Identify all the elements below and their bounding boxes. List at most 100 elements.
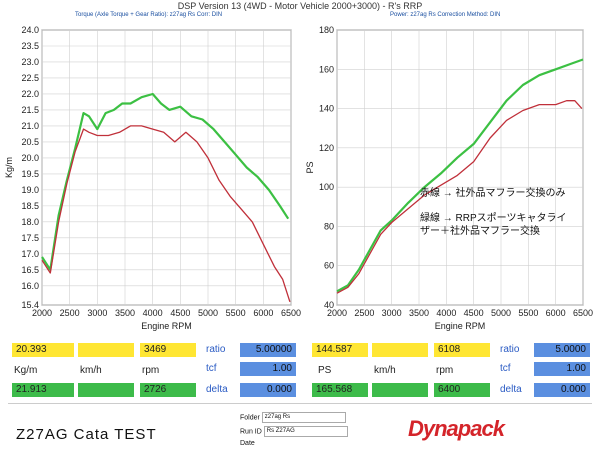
- legend-note-green-1: 緑線 → RRPスポーツキャタライ: [420, 213, 567, 224]
- x-tick-label-0-3: 3500: [115, 308, 135, 318]
- page-title: DSP Version 13 (4WD - Motor Vehicle 2000…: [177, 1, 423, 11]
- y-tick-label-0-7: 19.0: [21, 185, 39, 195]
- tcf-label-left: tcf: [206, 363, 217, 374]
- legend-note-red: 赤線 → 社外品マフラー交換のみ: [420, 188, 566, 199]
- x-tick-label-0-6: 5000: [198, 308, 218, 318]
- x-tick-label-1-3: 3500: [409, 308, 429, 318]
- speed-unit-left: km/h: [80, 365, 102, 376]
- folder-row: Folder z27ag Rs: [240, 412, 346, 423]
- speed-readout-3: [372, 343, 428, 357]
- test-name: Z27AG Cata TEST: [16, 426, 157, 443]
- x-tick-label-0-8: 6000: [253, 308, 273, 318]
- y-tick-label-0-16: 23.5: [21, 41, 39, 51]
- x-tick-label-1-4: 4000: [436, 308, 456, 318]
- y-tick-label-0-9: 20.0: [21, 153, 39, 163]
- y-tick-label-0-17: 24.0: [21, 25, 39, 35]
- x-tick-label-0-5: 4500: [170, 308, 190, 318]
- run-id-label: Run ID: [240, 428, 262, 436]
- power-readout-2: 165.568: [312, 383, 368, 397]
- y-tick-label-0-15: 23.0: [21, 57, 39, 67]
- y-tick-label-1-6: 160: [319, 64, 334, 74]
- torque-readout-1: 20.393: [12, 343, 74, 357]
- y-tick-label-0-8: 19.5: [21, 169, 39, 179]
- plot-area-0: [41, 29, 292, 306]
- x-tick-label-0-0: 2000: [32, 308, 52, 318]
- ratio-value-right: 5.0000: [534, 343, 590, 357]
- x-tick-label-1-7: 5500: [518, 308, 538, 318]
- y-tick-label-1-2: 80: [324, 221, 334, 231]
- delta-label-right: delta: [500, 384, 522, 395]
- date-label: Date: [240, 440, 255, 447]
- y-tick-label-0-13: 22.0: [21, 89, 39, 99]
- y-tick-label-0-6: 18.5: [21, 201, 39, 211]
- tcf-value-left: 1.00: [240, 362, 296, 376]
- ratio-label-right: ratio: [500, 344, 520, 355]
- delta-value-right: 0.000: [534, 383, 590, 397]
- plot-area-1: [336, 29, 584, 306]
- y-tick-label-0-11: 21.0: [21, 121, 39, 131]
- delta-label-left: delta: [206, 384, 228, 395]
- y-tick-label-0-10: 20.5: [21, 137, 39, 147]
- power-readout-1: 144.587: [312, 343, 368, 357]
- ratio-value-left: 5.00000: [240, 343, 296, 357]
- folder-value: z27ag Rs: [261, 412, 346, 423]
- y-tick-label-0-2: 16.5: [21, 265, 39, 275]
- y-tick-label-0-4: 17.5: [21, 233, 39, 243]
- power-unit: PS: [318, 365, 332, 376]
- torque-readout-2: 21.913: [12, 383, 74, 397]
- y-tick-label-1-1: 60: [324, 261, 334, 271]
- date-row: Date: [240, 440, 255, 447]
- x-tick-label-0-4: 4000: [143, 308, 163, 318]
- legend-note-green-2: ザー＋社外品マフラー交換: [420, 226, 540, 237]
- y-tick-label-1-5: 140: [319, 104, 334, 114]
- y-tick-label-0-3: 17.0: [21, 249, 39, 259]
- rpm-readout-1: 3469: [140, 343, 196, 357]
- y-tick-label-0-5: 18.0: [21, 217, 39, 227]
- x-tick-label-1-2: 3000: [382, 308, 402, 318]
- x-axis-label-1: Engine RPM: [435, 321, 486, 331]
- y-axis-label-0: Kg/m: [4, 157, 14, 178]
- series-line-0-0: [41, 92, 290, 271]
- y-tick-label-1-4: 120: [319, 143, 334, 153]
- x-tick-label-1-1: 2500: [354, 308, 374, 318]
- rpm-readout-2: 2726: [140, 383, 196, 397]
- tcf-label-right: tcf: [500, 363, 511, 374]
- x-tick-label-1-9: 6500: [573, 308, 593, 318]
- series-line-0-1: [41, 125, 291, 302]
- speed-readout-4: [372, 383, 428, 397]
- ratio-label-left: ratio: [206, 344, 226, 355]
- x-tick-label-0-1: 2500: [60, 308, 80, 318]
- rpm-unit-left: rpm: [142, 365, 160, 376]
- x-tick-label-0-7: 5500: [226, 308, 246, 318]
- series-line-1-1: [336, 100, 583, 294]
- x-tick-label-0-2: 3000: [87, 308, 107, 318]
- y-tick-label-0-1: 16.0: [21, 281, 39, 291]
- y-tick-label-1-0: 40: [324, 300, 334, 310]
- power-info: Power: z27ag Rs Correction Method: DIN: [390, 12, 501, 18]
- dynapack-logo: Dynapack: [408, 416, 505, 441]
- rpm-unit-right: rpm: [436, 365, 454, 376]
- run-id-row: Run ID Rs Z27AG: [240, 426, 348, 437]
- y-tick-label-1-7: 180: [319, 25, 334, 35]
- x-tick-label-0-9: 6500: [281, 308, 301, 318]
- torque-info: Torque (Axle Torque + Gear Ratio): z27ag…: [75, 12, 223, 18]
- x-tick-label-1-5: 4500: [464, 308, 484, 318]
- x-tick-label-1-6: 5000: [491, 308, 511, 318]
- speed-readout-1: [78, 343, 134, 357]
- tcf-value-right: 1.00: [534, 362, 590, 376]
- x-axis-label-0: Engine RPM: [141, 321, 192, 331]
- speed-unit-right: km/h: [374, 365, 396, 376]
- y-tick-label-1-3: 100: [319, 182, 334, 192]
- run-id-value: Rs Z27AG: [263, 426, 348, 437]
- y-tick-label-0-12: 21.5: [21, 105, 39, 115]
- dyno-charts: 2000 2500 3000 3500 4000 4500 5000 5500 6000 6500…: [4, 25, 593, 331]
- x-tick-label-1-8: 6000: [546, 308, 566, 318]
- folder-label: Folder: [240, 414, 260, 422]
- speed-readout-2: [78, 383, 134, 397]
- x-tick-label-1-0: 2000: [327, 308, 347, 318]
- series-line-1-0: [336, 58, 584, 293]
- footer-divider: [8, 403, 592, 404]
- torque-unit: Kg/m: [14, 365, 38, 376]
- rpm-readout-4: 6400: [434, 383, 490, 397]
- delta-value-left: 0.000: [240, 383, 296, 397]
